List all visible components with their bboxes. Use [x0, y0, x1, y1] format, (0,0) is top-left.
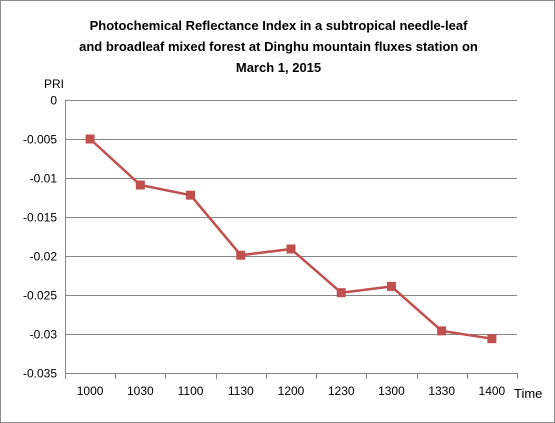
series-layer	[85, 134, 497, 344]
x-tick-label: 1100	[178, 384, 204, 398]
x-axis-label: Time	[514, 386, 542, 401]
data-point-marker	[487, 334, 497, 344]
y-tick-label: -0.015	[23, 211, 57, 225]
x-tick-label: 1130	[228, 384, 254, 398]
y-axis-label: PRI	[44, 77, 64, 91]
chart-title-line-1: Photochemical Reflectance Index in a sub…	[89, 18, 468, 33]
x-tick-label: 1230	[328, 384, 355, 398]
x-tick-label: 1030	[127, 384, 154, 398]
y-tick-labels: 0 -0.005 -0.01 -0.015 -0.02 -0.025 -0.03 -0.035	[23, 94, 57, 381]
x-tick-label: 1200	[278, 384, 305, 398]
y-tick-label: -0.035	[23, 367, 57, 381]
data-point-marker	[236, 250, 246, 260]
data-point-marker	[386, 281, 396, 291]
data-point-marker	[85, 134, 95, 144]
x-tick-labels: 1000 1030 1100 1130 1200 1230 1300 1330 1400	[77, 384, 506, 398]
series-line	[89, 138, 493, 340]
y-tick-label: -0.02	[30, 250, 58, 264]
chart-title-line-3: March 1, 2015	[235, 60, 322, 75]
data-point-marker	[286, 244, 296, 254]
y-tick-label: -0.005	[23, 133, 57, 147]
data-point-marker	[437, 326, 447, 336]
data-point-marker	[135, 180, 145, 190]
axes	[65, 100, 518, 379]
x-tick-label: 1330	[428, 384, 455, 398]
y-tick-label: -0.025	[23, 289, 57, 303]
data-point-marker	[336, 288, 346, 298]
y-tick-label: 0	[50, 94, 57, 108]
x-tick-label: 1000	[77, 384, 104, 398]
y-tick-label: -0.03	[30, 328, 58, 342]
x-tick-label: 1300	[378, 384, 405, 398]
x-tick-label: 1400	[479, 384, 506, 398]
data-point-marker	[186, 190, 196, 200]
y-tick-label: -0.01	[30, 172, 58, 186]
chart-title-line-2: and broadleaf mixed forest at Dinghu mou…	[79, 39, 478, 54]
